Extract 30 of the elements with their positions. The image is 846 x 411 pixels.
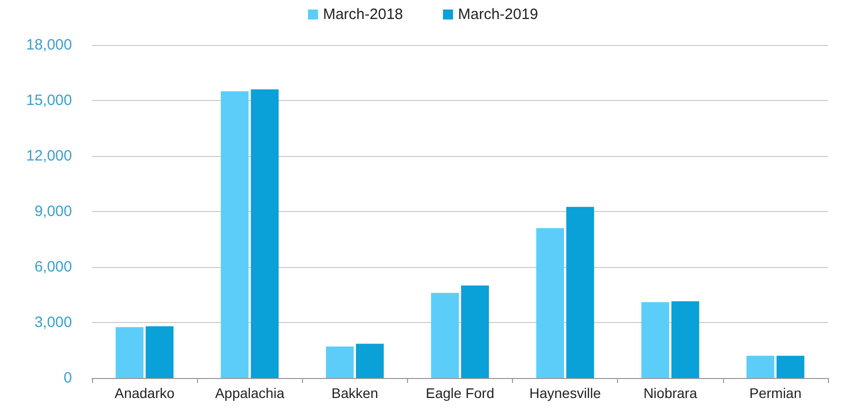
y-tick-label: 15,000 bbox=[26, 92, 72, 109]
bar bbox=[746, 356, 774, 378]
bar bbox=[566, 206, 594, 378]
y-tick-label: 0 bbox=[64, 370, 72, 386]
y-tick-label: 3,000 bbox=[34, 314, 72, 331]
bar bbox=[326, 346, 354, 378]
bar bbox=[146, 326, 174, 378]
bar bbox=[776, 356, 804, 378]
legend-label: March-2019 bbox=[458, 6, 538, 23]
x-tick-label: Haynesville bbox=[529, 385, 602, 401]
x-tick-label: Eagle Ford bbox=[426, 385, 494, 401]
x-tick-label: Bakken bbox=[332, 385, 378, 401]
bar bbox=[461, 286, 489, 378]
y-tick-label: 9,000 bbox=[34, 203, 72, 220]
bar bbox=[431, 292, 459, 378]
legend-label: March-2018 bbox=[322, 6, 404, 23]
bar bbox=[116, 327, 144, 378]
x-tick-label: Permian bbox=[749, 385, 802, 401]
x-tick-label: Anadarko bbox=[114, 385, 175, 401]
bar bbox=[671, 301, 700, 378]
bar bbox=[536, 228, 564, 378]
bar bbox=[250, 89, 279, 378]
y-tick-label: 18,000 bbox=[26, 36, 72, 54]
y-tick-label: 6,000 bbox=[34, 258, 72, 276]
bar bbox=[641, 302, 670, 378]
x-tick-label: Niobrara bbox=[643, 385, 698, 401]
bar bbox=[356, 344, 384, 378]
y-tick-label: 12,000 bbox=[26, 148, 72, 164]
bar bbox=[220, 91, 249, 378]
x-tick-label: Appalachia bbox=[215, 385, 285, 401]
